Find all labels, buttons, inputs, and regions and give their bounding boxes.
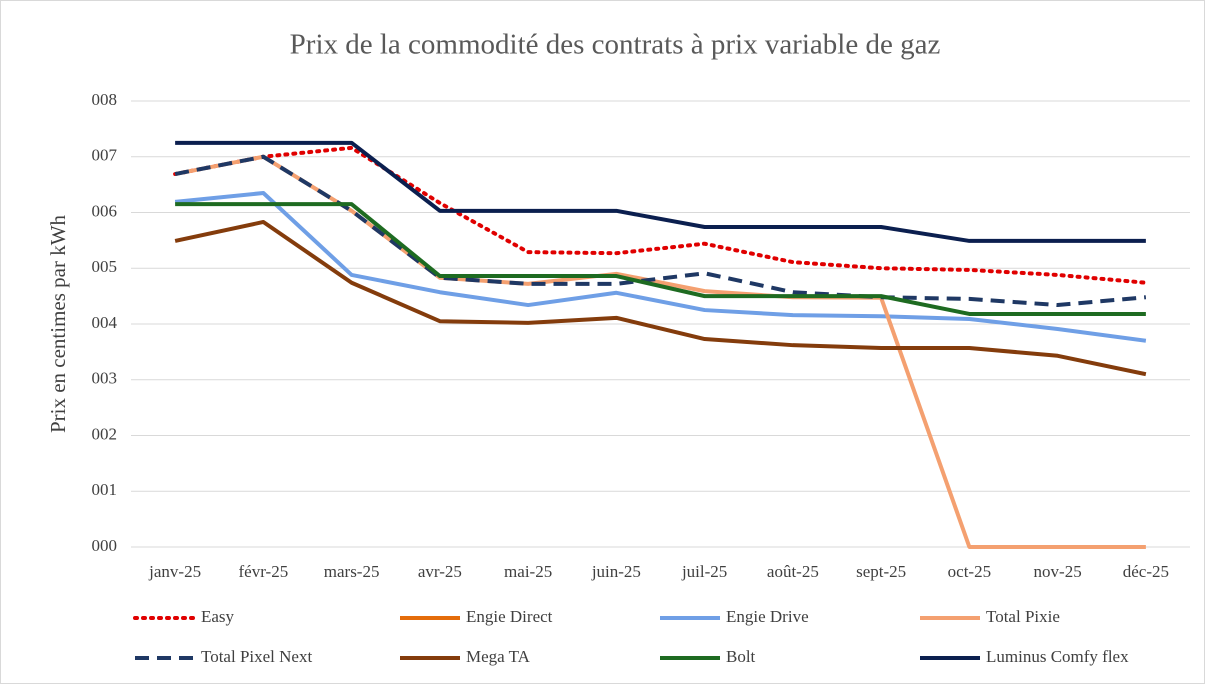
series-line [173, 145, 1148, 285]
x-tick-label: déc-25 [1123, 562, 1169, 581]
legend-label: Easy [201, 607, 235, 626]
series-line [175, 202, 1146, 316]
x-tick-label: janv-25 [148, 562, 201, 581]
x-tick-label: avr-25 [418, 562, 462, 581]
y-tick-label: 001 [92, 480, 118, 499]
x-tick-label: mai-25 [504, 562, 552, 581]
y-tick-label: 000 [92, 536, 118, 555]
y-tick-label: 006 [92, 201, 118, 220]
x-tick-label: oct-25 [948, 562, 991, 581]
x-tick-label: août-25 [767, 562, 819, 581]
chart-title: Prix de la commodité des contrats à prix… [290, 29, 941, 61]
series-line [174, 154, 1147, 308]
legend-label: Mega TA [466, 647, 531, 666]
legend-label: Engie Drive [726, 607, 809, 626]
y-axis-label: Prix en centimes par kWh [46, 214, 70, 433]
y-tick-label: 002 [92, 424, 118, 443]
series-line [174, 219, 1147, 377]
y-tick-label: 007 [92, 146, 118, 165]
y-tick-label: 005 [92, 257, 118, 276]
y-tick-label: 008 [92, 90, 118, 109]
x-tick-label: sept-25 [856, 562, 906, 581]
x-tick-label: mars-25 [324, 562, 380, 581]
legend-label: Engie Direct [466, 607, 553, 626]
legend-label: Bolt [726, 647, 756, 666]
x-tick-label: juin-25 [591, 562, 641, 581]
series-line [175, 140, 1146, 243]
x-tick-label: févr-25 [239, 562, 289, 581]
y-tick-label: 004 [92, 313, 118, 332]
x-tick-label: nov-25 [1034, 562, 1082, 581]
legend-label: Total Pixel Next [201, 647, 312, 666]
legend-label: Total Pixie [986, 607, 1060, 626]
series-line [174, 190, 1147, 343]
x-tick-label: juil-25 [681, 562, 727, 581]
y-tick-label: 003 [92, 369, 118, 388]
legend-label: Luminus Comfy flex [986, 647, 1129, 666]
